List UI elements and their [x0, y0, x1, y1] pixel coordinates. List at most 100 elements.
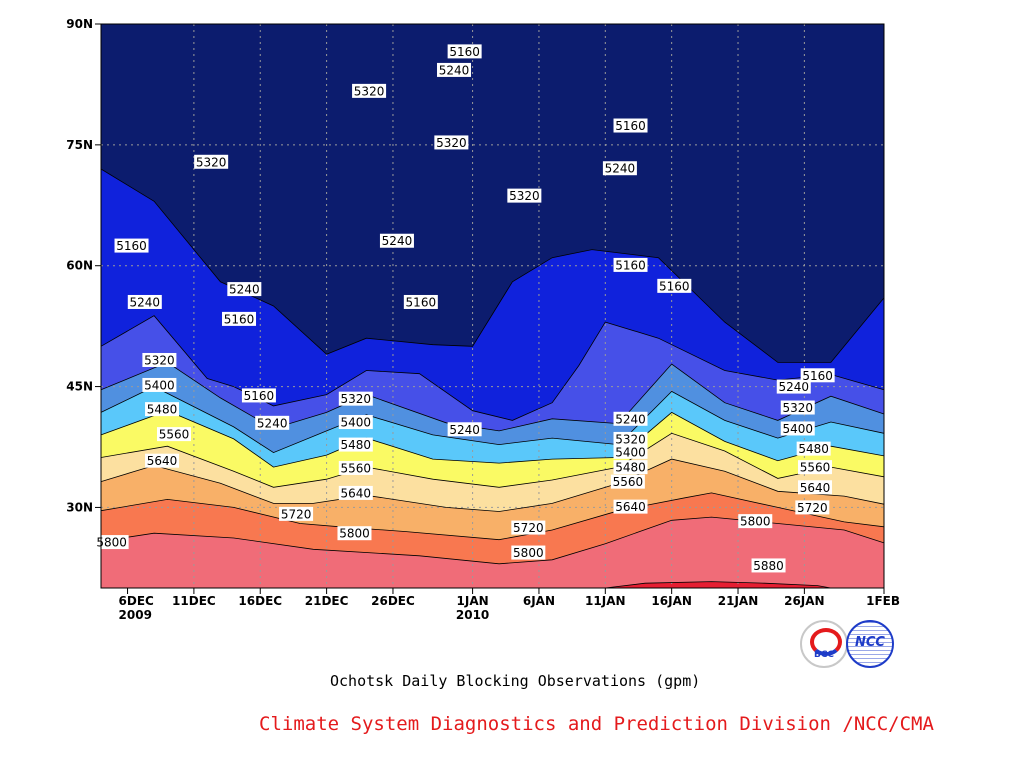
contour-chart: 5160 5240 5320 5400 5480 5560 5640 5800 5320 5240… [66, 17, 900, 622]
contour-label-box [447, 422, 482, 437]
contour-label: 5800 [740, 515, 771, 529]
x-tick-label: 16JAN [651, 594, 692, 608]
contour-label: 5720 [281, 507, 312, 521]
contour-label: 5400 [341, 416, 372, 430]
contour-label: 5640 [615, 500, 646, 514]
contour-label-box [142, 352, 177, 367]
contour-label-box [338, 391, 373, 406]
contour-label: 5560 [613, 475, 644, 489]
contour-label: 5320 [436, 136, 467, 150]
contour-label: 5640 [147, 454, 178, 468]
contour-label-box [738, 514, 773, 529]
contour-label-box [145, 402, 180, 417]
contour-label-box [511, 545, 546, 560]
grid-lines [101, 24, 884, 588]
contour-label-box [751, 558, 786, 573]
contour-label: 5240 [449, 423, 480, 437]
contour-label-box [222, 311, 257, 326]
contour-label-box [337, 526, 372, 541]
contour-label: 5400 [144, 378, 175, 392]
contour-label: 5640 [341, 486, 372, 500]
contour-label: 5560 [800, 461, 831, 475]
contour-label: 5720 [797, 501, 828, 515]
contour-label-box [437, 62, 472, 77]
contour-label-box [434, 135, 469, 150]
contour-label-box [338, 460, 373, 475]
contour-label-box [657, 278, 692, 293]
x-tick-label: 21DEC [305, 594, 349, 608]
contour-label: 5320 [782, 401, 813, 415]
contour-label: 5400 [782, 422, 813, 436]
contour-label-box [795, 500, 830, 515]
contour-label: 5640 [800, 481, 831, 495]
contour-label-box [610, 474, 645, 489]
contour-label: 5320 [509, 189, 540, 203]
x-tick-label: 1FEB [866, 594, 900, 608]
contour-label-box [613, 499, 648, 514]
chart-caption: Ochotsk Daily Blocking Observations (gpm… [330, 672, 701, 690]
contour-label-box [800, 368, 835, 383]
contour-labels: 5160 5240 5320 5400 5480 5560 5640 5800 5320 5240… [94, 44, 835, 573]
contour-label-box [142, 377, 177, 392]
contour-label: 5240 [130, 295, 161, 309]
x-tick-label-year: 2010 [456, 608, 489, 622]
contour-label: 5720 [513, 521, 544, 535]
contour-label: 5320 [341, 392, 372, 406]
contour-label: 5160 [659, 279, 690, 293]
contour-line-5720 [100, 492, 885, 541]
contour-band-5800 [101, 517, 884, 588]
contour-label: 5560 [341, 461, 372, 475]
x-tick-label-year: 2009 [119, 608, 152, 622]
contour-label: 5320 [354, 84, 385, 98]
contour-line-5320 [100, 361, 885, 432]
contour-label-box [507, 188, 542, 203]
contour-label: 5320 [196, 155, 227, 169]
contour-line-5800 [100, 516, 885, 565]
contour-label-box [127, 294, 162, 309]
x-tick-label: 6JAN [523, 594, 555, 608]
contour-label: 5800 [339, 527, 370, 541]
contour-label: 5320 [144, 353, 175, 367]
contour-label: 5800 [513, 546, 544, 560]
contour-label: 5160 [615, 119, 646, 133]
contour-label-box [145, 453, 180, 468]
contour-label: 5160 [224, 312, 255, 326]
contour-label: 5240 [439, 63, 470, 77]
contour-label-box [447, 44, 482, 59]
contour-label-box [338, 415, 373, 430]
contour-label-box [780, 400, 815, 415]
contour-label-box [797, 460, 832, 475]
contour-label: 5800 [96, 536, 127, 550]
contour-label-box [194, 154, 229, 169]
contour-line-5240 [100, 315, 885, 421]
contour-label: 5880 [753, 559, 784, 573]
bcc-logo-ring-icon [810, 628, 842, 656]
contour-label-box [379, 233, 414, 248]
x-tick-label: 11DEC [172, 594, 216, 608]
x-tick-label: 11JAN [585, 594, 626, 608]
contour-label-box [338, 437, 373, 452]
contour-fills [101, 24, 884, 588]
contour-label-box [780, 421, 815, 436]
contour-label-box [255, 415, 290, 430]
contour-label: 5240 [605, 162, 636, 176]
contour-label-box [227, 282, 262, 297]
contour-label: 5480 [341, 438, 372, 452]
contour-label: 5160 [244, 389, 275, 403]
x-tick-label: 26JAN [784, 594, 825, 608]
contour-line-5400 [100, 386, 885, 454]
contour-label: 5160 [449, 45, 480, 59]
contour-label-box [352, 83, 387, 98]
x-tick-label: 16DEC [238, 594, 282, 608]
contour-label: 5480 [798, 442, 829, 456]
contour-lines [100, 168, 885, 589]
x-tick-label: 6DEC [119, 594, 155, 608]
ncc-logo-text: NCC [855, 635, 885, 650]
contour-label-box [796, 441, 831, 456]
contour-label-box [156, 427, 191, 442]
contour-label: 5480 [147, 403, 178, 417]
contour-label: 5160 [406, 295, 437, 309]
y-tick-label: 45N [66, 380, 93, 394]
x-tick-label: 26DEC [371, 594, 415, 608]
